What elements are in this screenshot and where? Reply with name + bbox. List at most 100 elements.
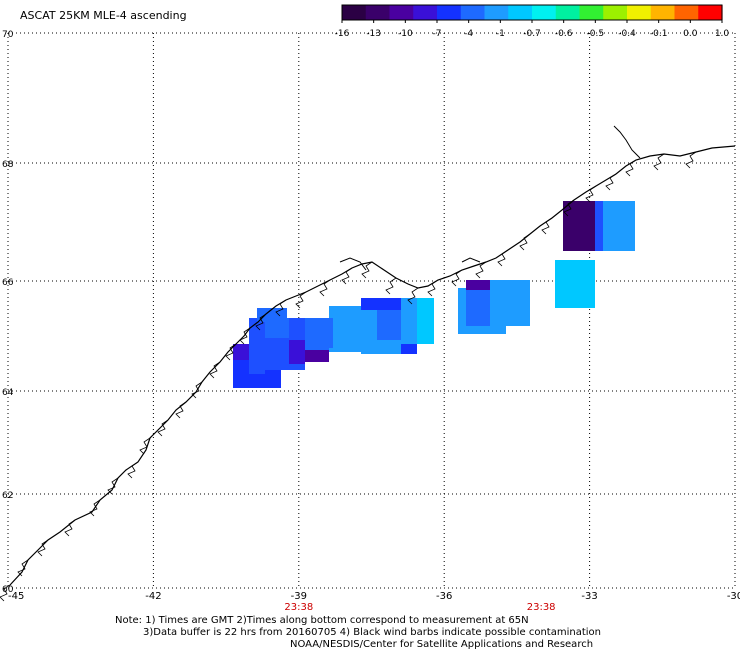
lat-tick-label: 64: [2, 388, 14, 398]
fjord-outline: [127, 461, 139, 479]
colorbar-swatch: [413, 5, 438, 20]
data-cell: [313, 318, 333, 348]
fjord-outline: [275, 299, 287, 317]
fjord-outline: [295, 291, 307, 309]
fjord-outline: [541, 217, 553, 235]
colorbar-swatch: [484, 5, 509, 20]
colorbar-label: -0.1: [650, 29, 668, 39]
fjord-outline: [563, 199, 575, 217]
coastline-detail: [613, 125, 641, 159]
lat-tick-label: 60: [2, 585, 14, 595]
fjord-outline: [385, 277, 397, 295]
colorbar-swatch: [603, 5, 628, 20]
fjord-outline: [605, 173, 617, 191]
fjord-outline: [685, 151, 697, 169]
colorbar-swatch: [342, 5, 367, 20]
data-cell: [417, 298, 434, 344]
colorbar-swatch: [532, 5, 557, 20]
pass-time-label: 23:38: [284, 602, 313, 613]
data-cell: [305, 350, 329, 362]
colorbar-swatch: [674, 5, 699, 20]
colorbar-swatch: [650, 5, 676, 20]
fjord-outline: [17, 559, 29, 577]
colorbar-label: 1.0: [715, 29, 730, 39]
lon-tick-label: -42: [145, 591, 161, 602]
lat-tick-label: 70: [2, 30, 14, 40]
lon-tick-label: -30: [727, 591, 740, 602]
fjord-outline: [175, 401, 187, 419]
coastline-detail: [461, 257, 481, 263]
fjord-outline: [64, 519, 76, 537]
colorbar-swatch: [555, 5, 581, 20]
note-line-2: 3)Data buffer is 22 hrs from 20160705 4)…: [143, 627, 601, 638]
coastline-detail: [339, 257, 367, 271]
fjord-outline: [475, 261, 487, 279]
fjord-outline: [407, 287, 419, 305]
fjord-outline: [191, 381, 203, 399]
lon-tick-label: -33: [581, 591, 597, 602]
colorbar-swatch: [627, 5, 652, 20]
data-cell: [401, 344, 417, 354]
colorbar-swatch: [579, 5, 604, 20]
colorbar-label: -13: [366, 29, 381, 39]
ascat-data-cells: [233, 201, 635, 388]
colorbar-swatch: [508, 5, 533, 20]
data-cell: [603, 201, 635, 251]
lat-tick-label: 62: [2, 491, 13, 501]
fjord-outline: [37, 539, 49, 557]
colorbar-label: -10: [398, 29, 413, 39]
data-cell: [563, 201, 595, 251]
lat-tick-label: 68: [2, 160, 14, 170]
greenland-coastline: [0, 125, 736, 602]
data-cell: [555, 260, 595, 308]
lon-tick-label: -45: [8, 591, 24, 602]
colorbar-swatch: [365, 5, 391, 20]
fjord-outline: [157, 419, 169, 437]
fjord-outline: [341, 267, 353, 285]
fjord-outline: [0, 584, 11, 602]
colorbar-label: 0.0: [683, 29, 698, 39]
colorbar-swatch: [389, 5, 414, 20]
data-cell: [265, 318, 289, 338]
data-cell: [233, 344, 249, 360]
lon-tick-label: -36: [436, 591, 452, 602]
data-cell: [595, 201, 603, 251]
note-line-1: Note: 1) Times are GMT 2)Times along bot…: [115, 615, 529, 626]
data-cell: [361, 298, 401, 310]
note-line-3: NOAA/NESDIS/Center for Satellite Applica…: [290, 639, 594, 650]
fjord-outline: [519, 233, 531, 251]
axis-labels: -45 -42 -39 -36 -33 -30 70 68 66 64 62 60 23:38 23:38: [2, 30, 740, 613]
data-cell: [490, 280, 530, 326]
fjord-outline: [361, 261, 373, 279]
fjord-outline: [139, 437, 151, 455]
data-cell: [257, 308, 287, 322]
fjord-outline: [255, 313, 267, 331]
colorbar-label: -1: [496, 29, 505, 39]
map-title: ASCAT 25KM MLE-4 ascending: [20, 9, 187, 22]
fjord-outline: [451, 269, 463, 287]
fjord-outline: [427, 279, 439, 297]
fjord-outline: [319, 279, 331, 297]
fjord-outline: [497, 249, 509, 267]
lat-lon-grid: [7, 32, 736, 589]
colorbar-label: -0.7: [523, 29, 541, 39]
data-cell: [377, 310, 401, 340]
fjord-outline: [239, 327, 251, 345]
fjord-outline: [625, 159, 637, 177]
fjord-outline: [107, 477, 119, 495]
colorbar-label: -16: [335, 29, 350, 39]
fjord-outline: [585, 185, 597, 203]
fjord-outline: [225, 343, 237, 361]
colorbar-label: -7: [433, 29, 442, 39]
colorbar-label: -4: [464, 29, 473, 39]
colorbar-label: -0.4: [618, 29, 636, 39]
colorbar: -16 -13 -10 -7 -4 -1 -0.7 -0.6 -0.5 -0.4 -0.1 0.0 1.…: [335, 4, 730, 39]
colorbar-swatch: [460, 5, 486, 20]
fjord-outline: [209, 361, 221, 379]
data-cell: [289, 340, 305, 364]
colorbar-label: -0.6: [555, 29, 573, 39]
pass-time-label: 23:38: [527, 602, 556, 613]
fjord-outline: [653, 153, 665, 171]
colorbar-swatch: [698, 5, 723, 20]
